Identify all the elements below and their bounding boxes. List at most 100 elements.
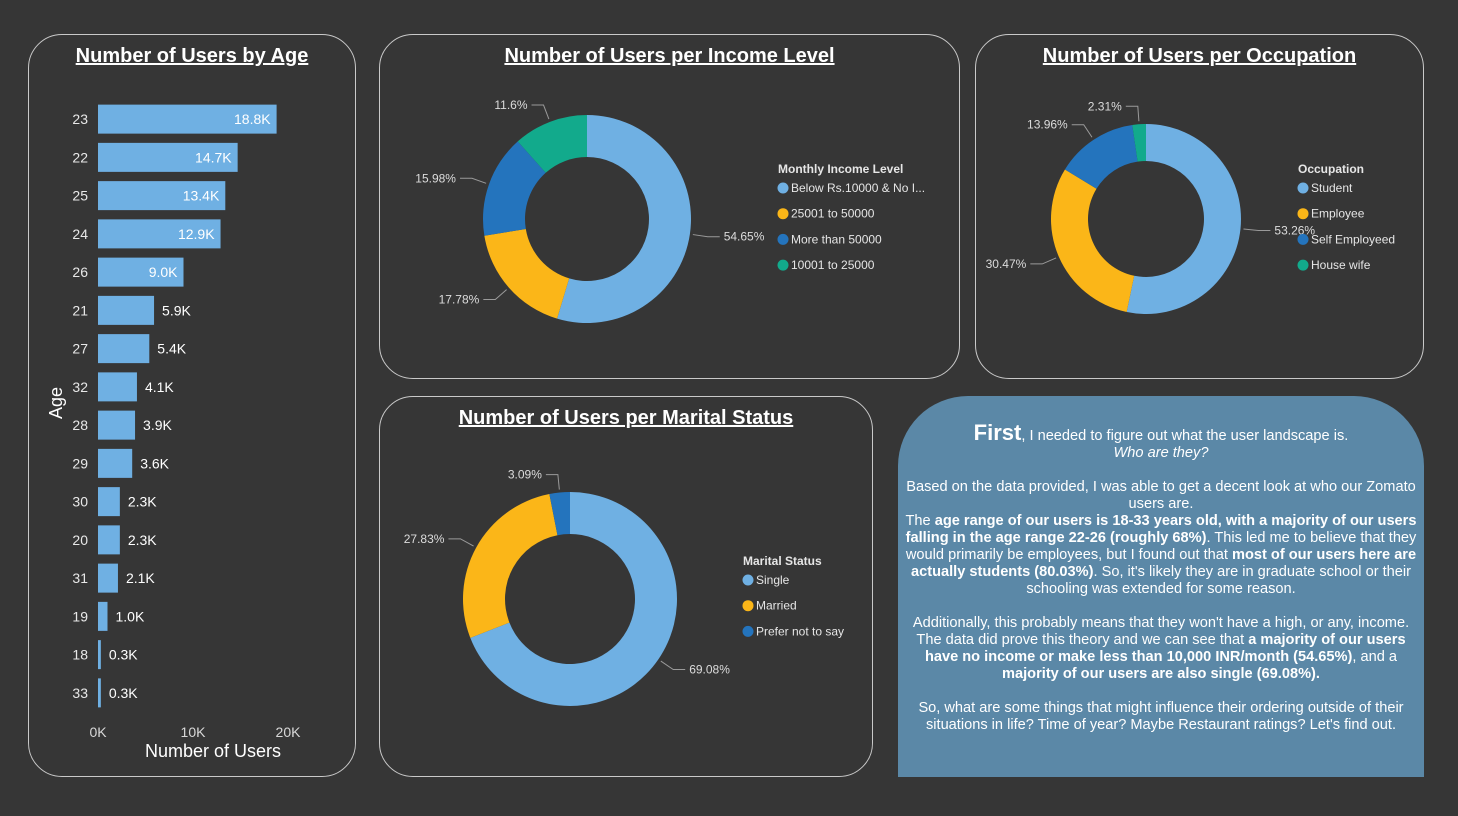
age-bar-value-label: 18.8K	[234, 111, 271, 127]
age-tick-label: 28	[72, 417, 88, 433]
donut-slice	[1126, 124, 1241, 314]
leader-line	[1030, 257, 1057, 265]
story-first-word: First	[973, 420, 1022, 445]
age-tick-label: 19	[72, 608, 88, 624]
occupation-donut-chart: 53.26% 30.47% 13.96% 2.31% Occupation Student…	[986, 99, 1395, 314]
age-bar-chart: 23 18.8K 22 14.7K 25 13.4K 24 12.9K 26 9.0K 21 5.9K…	[46, 104, 302, 761]
age-bar	[98, 487, 120, 517]
age-chart-title: Number of Users by Age	[75, 45, 309, 67]
leader-line	[531, 104, 550, 120]
slice-percent-label: 2.31%	[1088, 99, 1122, 113]
slice-percent-label: 27.83%	[404, 532, 445, 546]
age-bar-value-label: 0.3K	[109, 685, 138, 701]
legend-marker	[1297, 259, 1309, 271]
legend-marker	[742, 574, 754, 586]
age-tick-label: 29	[72, 455, 88, 471]
age-bar	[98, 448, 133, 478]
leader-line	[1243, 228, 1271, 232]
leader-line	[483, 289, 507, 300]
story-paragraph-2: The age range of our users is 18-33 year…	[904, 513, 1418, 598]
donut-slice	[463, 494, 558, 638]
donut-slice	[549, 492, 570, 536]
slice-percent-label: 69.08%	[689, 663, 730, 677]
age-bar-value-label: 3.6K	[140, 455, 169, 471]
x-axis-tick-label: 20K	[276, 724, 302, 740]
legend-item-label: Below Rs.10000 & No I...	[791, 181, 925, 195]
donut-slice	[484, 228, 570, 319]
story-bold: a majority of our users have no income o…	[924, 632, 1406, 665]
marital-chart-title: Number of Users per Marital Status	[458, 407, 794, 429]
legend-title: Occupation	[1298, 162, 1364, 176]
age-bar-value-label: 5.4K	[157, 341, 186, 357]
leader-line	[448, 538, 474, 547]
age-bar	[98, 219, 221, 249]
story-question-text: Who are they?	[1113, 445, 1209, 461]
y-axis-label: Age	[46, 387, 66, 419]
story-paragraph-3: Additionally, this probably means that t…	[904, 615, 1418, 683]
story-text: The	[905, 513, 935, 529]
legend-title: Marital Status	[743, 554, 822, 568]
age-bar	[98, 678, 101, 708]
age-bar-value-label: 0.3K	[109, 647, 138, 663]
x-axis-tick-label: 10K	[181, 724, 207, 740]
age-tick-label: 26	[72, 264, 88, 280]
slice-percent-label: 30.47%	[986, 257, 1027, 271]
legend-marker	[742, 600, 754, 612]
legend-marker	[777, 233, 789, 245]
donut-slice	[517, 115, 587, 173]
age-bar	[98, 410, 136, 440]
story-text: , and a	[1352, 649, 1398, 665]
donut-slice	[470, 492, 677, 706]
story-text: . So, it's likely they are in graduate s…	[1026, 564, 1412, 597]
story-bold: most of our users here are actually stud…	[910, 547, 1417, 580]
legend-title: Monthly Income Level	[778, 162, 903, 176]
x-axis-tick-label: 0K	[89, 724, 107, 740]
age-bar-value-label: 5.9K	[162, 302, 191, 318]
age-bar	[98, 525, 120, 555]
income-chart-title: Number of Users per Income Level	[504, 45, 835, 67]
story-paragraph-4: So, what are some things that might infl…	[918, 700, 1404, 733]
income-donut-chart: 54.65% 17.78% 15.98% 11.6% Monthly Income Le…	[415, 98, 925, 323]
age-bar	[98, 295, 155, 325]
income-chart-card: Number of Users per Income Level 54.65% 1…	[379, 34, 960, 379]
age-bar-value-label: 2.3K	[128, 532, 157, 548]
age-tick-label: 27	[72, 341, 88, 357]
age-tick-label: 32	[72, 379, 88, 395]
age-bar	[98, 181, 226, 211]
leader-line	[1125, 105, 1140, 122]
marital-donut-chart: 69.08% 27.83% 3.09% Marital Status Single Mar…	[404, 468, 844, 706]
donut-slice	[1051, 169, 1135, 313]
age-tick-label: 23	[72, 111, 88, 127]
story-question: Who are they?	[904, 445, 1418, 462]
leader-line	[660, 660, 686, 671]
age-bar-value-label: 13.4K	[183, 188, 220, 204]
donut-slice	[1132, 124, 1146, 162]
legend-item-label: Single	[756, 573, 790, 587]
x-axis-label: Number of Users	[145, 741, 281, 761]
slice-percent-label: 53.26%	[1274, 224, 1315, 238]
age-bar	[98, 334, 150, 364]
story-paragraph-1: Based on the data provided, I was able t…	[906, 479, 1416, 512]
age-tick-label: 24	[72, 226, 88, 242]
legend-marker	[1297, 233, 1309, 245]
slice-percent-label: 11.6%	[494, 98, 527, 112]
age-bar-value-label: 2.1K	[126, 570, 155, 586]
legend-marker	[777, 182, 789, 194]
occupation-chart-title: Number of Users per Occupation	[1042, 45, 1357, 67]
age-bar	[98, 142, 238, 172]
age-tick-label: 18	[72, 647, 88, 663]
slice-percent-label: 17.78%	[439, 292, 480, 306]
legend-marker	[1297, 208, 1309, 220]
age-bar	[98, 601, 108, 631]
legend-marker	[777, 259, 789, 271]
legend-item-label: 10001 to 25000	[791, 258, 875, 272]
age-tick-label: 21	[72, 302, 88, 318]
legend-marker	[742, 625, 754, 637]
age-tick-label: 33	[72, 685, 88, 701]
legend-item-label: Self Employeed	[1311, 232, 1395, 246]
leader-line	[459, 177, 487, 184]
age-bar	[98, 372, 137, 402]
legend-item-label: Prefer not to say	[756, 624, 844, 638]
age-bar	[98, 257, 184, 287]
legend-item-label: 25001 to 50000	[791, 207, 875, 221]
